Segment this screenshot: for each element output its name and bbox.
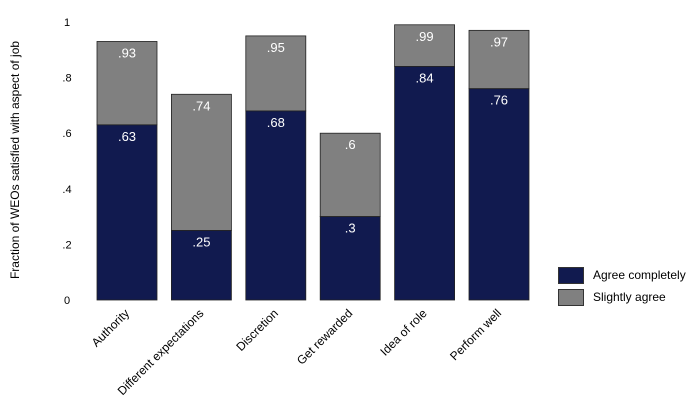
y-tick-label: 1 bbox=[64, 17, 70, 29]
legend-swatch-slightly-agree bbox=[558, 288, 584, 306]
legend-item-agree-completely: Agree completely bbox=[558, 264, 686, 286]
data-label-slightly-agree: .93 bbox=[118, 45, 136, 60]
bar-agree-completely bbox=[319, 216, 381, 301]
y-tick-label: .2 bbox=[62, 239, 71, 251]
data-label-slightly-agree: .95 bbox=[267, 40, 285, 55]
bar-slightly-agree bbox=[394, 24, 456, 67]
bar-agree-completely bbox=[394, 66, 456, 301]
data-label-agree-completely: .84 bbox=[416, 70, 434, 85]
x-tick-label: Authority bbox=[89, 306, 132, 349]
legend-swatch-agree-completely bbox=[558, 266, 584, 284]
legend-label-slightly-agree: Slightly agree bbox=[593, 290, 666, 304]
bar-slightly-agree bbox=[245, 35, 307, 112]
legend: Agree completely Slightly agree bbox=[558, 264, 686, 308]
bar-agree-completely bbox=[468, 88, 530, 301]
data-label-agree-completely: .63 bbox=[118, 129, 136, 144]
y-axis-label: Fraction of WEOs satisfied with aspect o… bbox=[8, 41, 22, 279]
data-label-slightly-agree: .6 bbox=[345, 137, 356, 152]
x-tick-label: Different expectations bbox=[115, 306, 207, 398]
data-label-agree-completely: .25 bbox=[192, 235, 210, 250]
y-tick-label: .4 bbox=[62, 184, 71, 196]
legend-item-slightly-agree: Slightly agree bbox=[558, 286, 686, 308]
bar-agree-completely bbox=[170, 230, 232, 301]
data-label-slightly-agree: .99 bbox=[416, 29, 434, 44]
bar-slightly-agree bbox=[96, 41, 158, 126]
x-tick-label: Perform well bbox=[447, 306, 504, 363]
data-label-slightly-agree: .74 bbox=[192, 98, 210, 113]
y-tick-label: .8 bbox=[62, 73, 71, 85]
x-tick-label: Discretion bbox=[233, 306, 281, 354]
bar-slightly-agree bbox=[319, 132, 381, 217]
data-label-agree-completely: .68 bbox=[267, 115, 285, 130]
legend-label-agree-completely: Agree completely bbox=[593, 268, 686, 282]
data-label-agree-completely: .3 bbox=[345, 221, 356, 236]
data-label-agree-completely: .76 bbox=[490, 93, 508, 108]
bar-slightly-agree bbox=[170, 93, 232, 231]
y-tick-label: .6 bbox=[62, 128, 71, 140]
data-label-slightly-agree: .97 bbox=[490, 34, 508, 49]
bar-agree-completely bbox=[245, 110, 307, 301]
x-tick-label: Idea of role bbox=[377, 306, 430, 359]
bar-agree-completely bbox=[96, 124, 158, 301]
y-tick-label: 0 bbox=[64, 295, 70, 307]
x-tick-label: Get rewarded bbox=[294, 306, 355, 367]
